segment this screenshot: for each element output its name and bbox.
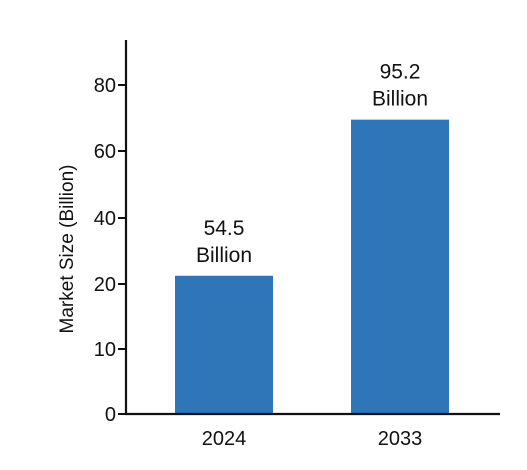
bar-2033 [351, 119, 449, 415]
data-label-unit: Billion [372, 88, 428, 111]
x-tick-label: 2033 [378, 428, 423, 450]
y-tick-label: 60 [94, 141, 116, 163]
data-label-value: 95.2 [380, 61, 421, 84]
y-tick-label: 10 [94, 339, 116, 361]
data-label-unit: Billion [196, 244, 252, 267]
y-tick-label: 80 [94, 75, 116, 97]
y-axis-title: Market Size (Billion) [57, 165, 78, 334]
bar-2024 [175, 275, 273, 414]
x-axis-ticks: 2024 2033 [202, 428, 423, 450]
y-axis-ticks: 0 10 20 40 60 80 [94, 75, 126, 426]
y-tick-label: 40 [94, 208, 116, 230]
y-tick-label: 20 [94, 274, 116, 296]
data-labels: 54.5 Billion 95.2 Billion [196, 61, 428, 267]
x-tick-label: 2024 [202, 428, 247, 450]
y-tick-label: 0 [105, 404, 116, 426]
bars [175, 119, 449, 415]
data-label-value: 54.5 [204, 217, 245, 240]
